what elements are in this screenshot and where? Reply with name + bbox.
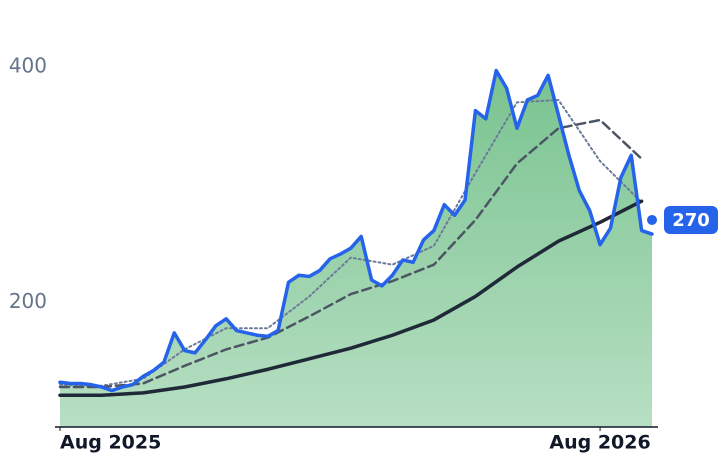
moving-average-line (58, 118, 643, 389)
last-value-badge (664, 205, 718, 234)
last-value-label: 270 (672, 210, 710, 231)
y-tick-label: 200 (9, 289, 47, 313)
y-tick-label: 400 (9, 54, 47, 78)
x-tick-label: Aug 2025 (60, 432, 161, 454)
price-line (58, 68, 654, 393)
moving-average-line (58, 199, 644, 397)
last-value-dot (647, 214, 657, 225)
x-tick-label: Aug 2026 (549, 432, 650, 454)
